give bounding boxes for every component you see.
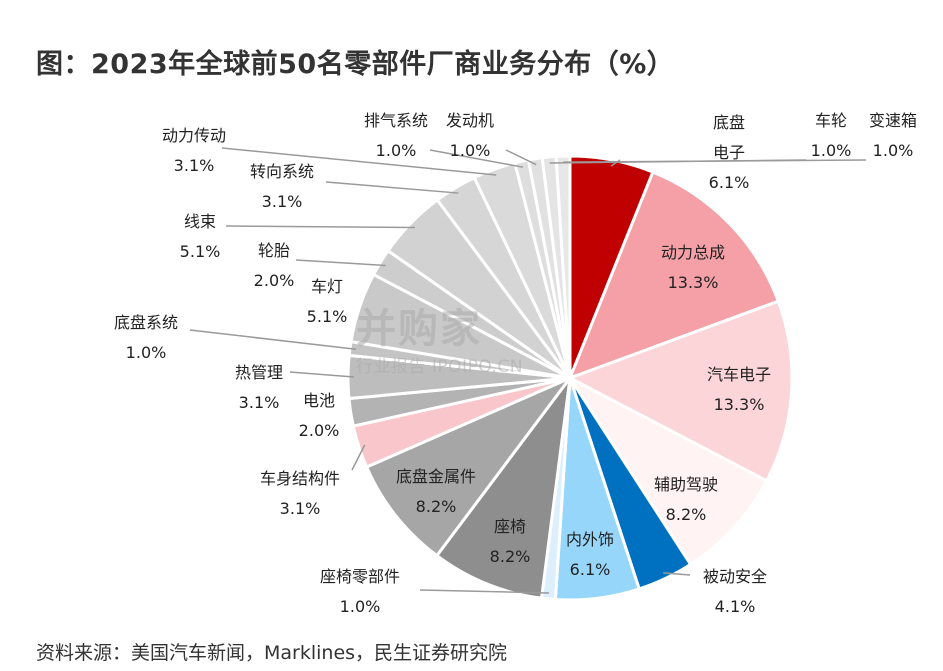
- slice-label-车轮: 车轮 1.0%: [811, 111, 852, 160]
- slice-label-车身结构件: 车身结构件 3.1%: [260, 469, 340, 518]
- leader-line-被动安全: [663, 572, 691, 576]
- leader-line-轮胎: [295, 259, 386, 267]
- leader-line-转向系统: [325, 181, 459, 194]
- slice-label-线束: 线束 5.1%: [180, 212, 221, 261]
- leader-line-座椅零部件: [419, 589, 550, 594]
- pie-slice-变速箱: [554, 154, 572, 379]
- leader-line-动力传动: [221, 147, 497, 176]
- slice-label-底盘金属件: 底盘金属件 8.2%: [396, 467, 476, 516]
- pie-slice-底盘金属件: [364, 374, 575, 558]
- source-note: 资料来源：美国汽车新闻，Marklines，民生证券研究院: [36, 642, 508, 664]
- leader-line-底盘系统: [189, 329, 357, 351]
- leader-lines: [189, 147, 867, 594]
- leader-line-排气系统: [429, 149, 524, 168]
- leader-line-发动机: [505, 149, 537, 166]
- leader-line-线束: [225, 225, 416, 229]
- pie-slice-辅助驾驶: [565, 374, 769, 567]
- slice-label-座椅零部件: 座椅零部件 1.0%: [320, 567, 400, 616]
- slice-label-排气系统: 排气系统 1.0%: [364, 111, 428, 160]
- pie-slice-座椅: [434, 372, 573, 600]
- slice-label-辅助驾驶: 辅助驾驶 8.2%: [654, 475, 718, 524]
- pie-slice-汽车电子: [566, 299, 794, 483]
- leader-line-热管理: [289, 371, 355, 378]
- slice-label-动力总成: 动力总成 13.3%: [661, 243, 725, 292]
- slice-label-底盘电子: 底盘电子 6.1%: [709, 113, 750, 192]
- slice-label-座椅: 座椅 8.2%: [490, 517, 531, 566]
- slice-label-热管理: 热管理 3.1%: [235, 363, 283, 412]
- slice-label-底盘系统: 底盘系统 1.0%: [114, 313, 178, 362]
- slice-label-发动机: 发动机 1.0%: [446, 111, 494, 160]
- slice-label-车灯: 车灯 5.1%: [307, 277, 348, 326]
- pie-slice-动力总成: [567, 170, 781, 381]
- leader-line-车身结构件: [351, 444, 366, 471]
- leader-line-变速箱: [563, 159, 867, 163]
- slice-label-轮胎: 轮胎 2.0%: [254, 241, 295, 290]
- slice-label-转向系统: 转向系统 3.1%: [250, 162, 314, 211]
- slice-label-汽车电子: 汽车电子 13.3%: [707, 365, 771, 414]
- slice-label-被动安全: 被动安全 4.1%: [703, 567, 767, 616]
- slice-label-变速箱: 变速箱 1.0%: [869, 111, 917, 160]
- slice-label-动力传动: 动力传动 3.1%: [162, 126, 226, 175]
- slice-label-电池: 电池 2.0%: [299, 391, 340, 440]
- slice-labels: 底盘电子 6.1% 动力总成 13.3% 汽车电子 13.3% 辅助驾驶 8.2% 被动安全 4.…: [114, 111, 917, 616]
- pie-slices: [346, 154, 794, 602]
- chart-title: 图：2023年全球前50名零部件厂商业务分布（%）: [36, 49, 675, 80]
- slice-label-内外饰: 内外饰 6.1%: [566, 530, 614, 579]
